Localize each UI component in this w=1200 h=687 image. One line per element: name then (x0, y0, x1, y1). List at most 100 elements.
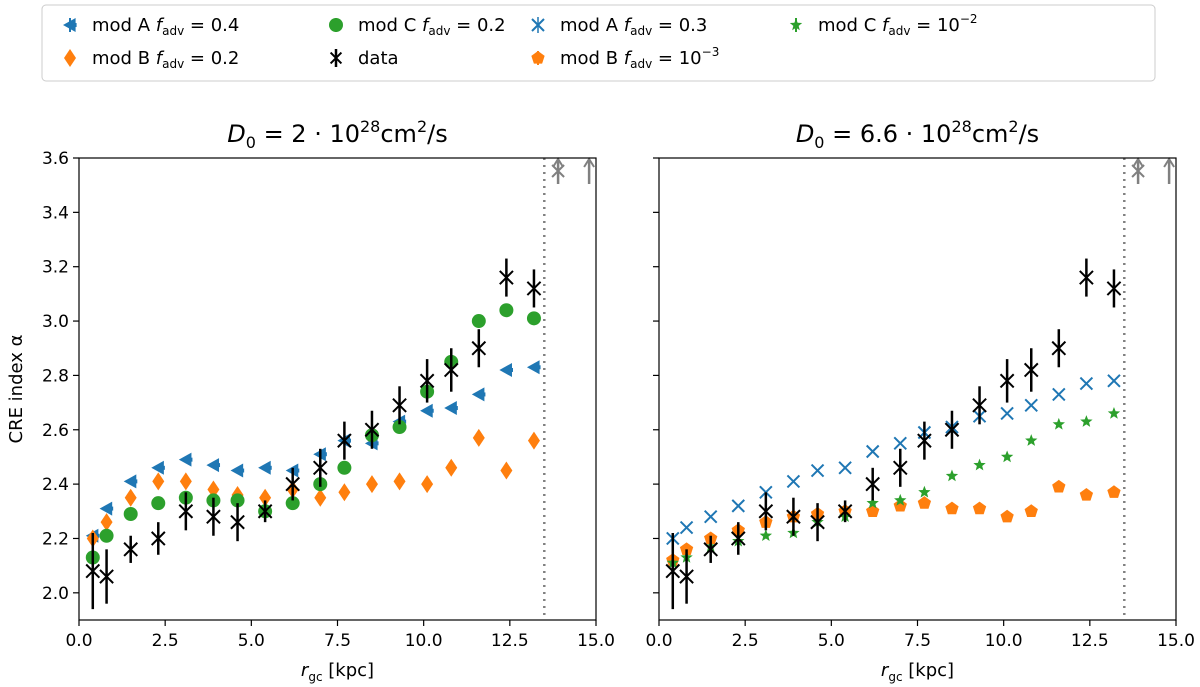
point-modB_f1e3 (1000, 509, 1014, 523)
point-data (312, 448, 328, 487)
point-data (665, 533, 681, 610)
point-data (285, 467, 301, 501)
point-modB_f1e3 (917, 496, 932, 509)
x-tick-label: 2.5 (732, 631, 759, 651)
x-tick-label: 5.0 (238, 631, 265, 651)
point-data (944, 410, 960, 449)
point-modC_f1e2 (1025, 434, 1038, 446)
legend-marker-modC_f02 (329, 18, 343, 32)
point-data (703, 535, 719, 563)
point-modC_f1e2 (1107, 406, 1121, 419)
panel-title: D0 = 6.6 · 1028cm2/s (796, 117, 1039, 152)
legend-label-data: data (358, 48, 399, 69)
point-data (150, 522, 166, 555)
point-modB_f1e3 (1107, 485, 1121, 498)
point-modA_f04 (99, 501, 114, 516)
point-data (786, 497, 801, 536)
upper-limit-arrow (1131, 157, 1145, 184)
y-tick-label: 3.4 (42, 203, 69, 223)
point-modA_f03 (703, 510, 718, 524)
point-modC_f1e2 (759, 529, 773, 542)
point-modB_f02 (207, 480, 220, 499)
y-tick-label: 2.2 (42, 529, 69, 549)
point-data (758, 492, 774, 531)
y-tick-label: 3.2 (42, 258, 69, 278)
point-modA_f04 (444, 401, 458, 416)
series-data (665, 258, 1122, 610)
point-modB_f02 (365, 475, 378, 494)
point-modA_f03 (865, 444, 880, 459)
point-data (679, 549, 694, 604)
point-modC_f1e2 (866, 496, 879, 509)
legend: mod A fadv = 0.4 mod B fadv = 0.2 mod C fa… (41, 4, 1156, 82)
point-modA_f04 (420, 403, 434, 418)
point-data (1079, 258, 1094, 297)
upper-limit-arrow (583, 157, 595, 184)
x-tick-label: 0.0 (645, 631, 672, 651)
point-modB_f02 (314, 488, 327, 507)
point-data (337, 421, 352, 460)
point-modB_f1e3 (1052, 479, 1066, 493)
point-modC_f02 (230, 493, 245, 508)
series-modB_f1e3 (666, 479, 1121, 566)
legend-frame (41, 4, 1156, 82)
point-modB_f02 (527, 431, 540, 450)
point-modA_f03 (838, 461, 852, 475)
point-modC_f1e2 (945, 469, 959, 482)
point-data (443, 348, 459, 392)
point-data (257, 500, 273, 523)
point-data (85, 533, 101, 610)
point-modB_f02 (338, 483, 351, 502)
point-modA_f04 (151, 460, 165, 475)
legend-label-modA_f04: mod A fadv = 0.4 (92, 15, 239, 38)
point-modB_f1e3 (972, 501, 987, 515)
x-tick-label: 15.0 (1157, 631, 1195, 651)
y-tick-label: 2.6 (42, 421, 69, 441)
x-tick-label: 7.5 (324, 631, 351, 651)
point-data (999, 359, 1015, 403)
point-modA_f03 (731, 499, 745, 513)
point-modC_f02 (471, 314, 486, 329)
x-axis-label: rgc [kpc] (301, 660, 374, 684)
panel-title: D0 = 2 · 1028cm2/s (227, 117, 447, 152)
x-tick-label: 2.5 (152, 631, 179, 651)
x-tick-label: 10.0 (985, 631, 1023, 651)
point-modA_f03 (786, 474, 801, 489)
legend-item-modC_f02: mod C fadv = 0.2 (329, 15, 506, 38)
x-axis-label: rgc [kpc] (881, 660, 954, 684)
point-modA_f04 (471, 387, 486, 402)
series-modA_f04 (85, 360, 541, 543)
point-modA_f03 (1024, 398, 1038, 413)
legend-marker-modB_f1e3 (531, 51, 545, 65)
point-modC_f1e2 (973, 458, 986, 471)
point-modB_f02 (124, 488, 137, 507)
y-tick-label: 3.0 (42, 312, 69, 332)
point-modB_f02 (472, 428, 485, 447)
point-data (865, 467, 881, 501)
legend-marker-modB_f02 (64, 49, 76, 67)
axes-frame (658, 157, 1177, 621)
panel-left: D0 = 2 · 1028cm2/s 0.0 2.5 5.0 7.5 10.0 12.5 15… (6, 117, 615, 684)
point-modA_f04 (526, 360, 541, 375)
legend-label-modC_f02: mod C fadv = 0.2 (358, 15, 506, 38)
point-data (499, 258, 514, 297)
upper-limit-arrow (1163, 157, 1175, 184)
point-modB_f02 (393, 472, 406, 491)
point-modA_f03 (1079, 376, 1094, 391)
point-modC_f02 (123, 507, 138, 522)
legend-label-modC_f1e2: mod C fadv = 10−2 (818, 12, 978, 38)
point-modB_f1e3 (679, 542, 694, 556)
series-modC_f1e2 (666, 406, 1121, 569)
point-modC_f02 (151, 496, 166, 511)
point-modB_f02 (100, 513, 113, 532)
point-modA_f04 (178, 452, 193, 467)
point-modA_f03 (1000, 406, 1014, 421)
point-data (730, 522, 746, 555)
legend-marker-modA_f04 (63, 18, 77, 32)
x-tick-label: 10.0 (405, 631, 443, 651)
point-modA_f03 (1052, 387, 1066, 402)
point-data (1051, 329, 1067, 368)
point-data (892, 448, 908, 487)
point-data (810, 503, 825, 542)
point-modA_f04 (499, 362, 513, 377)
